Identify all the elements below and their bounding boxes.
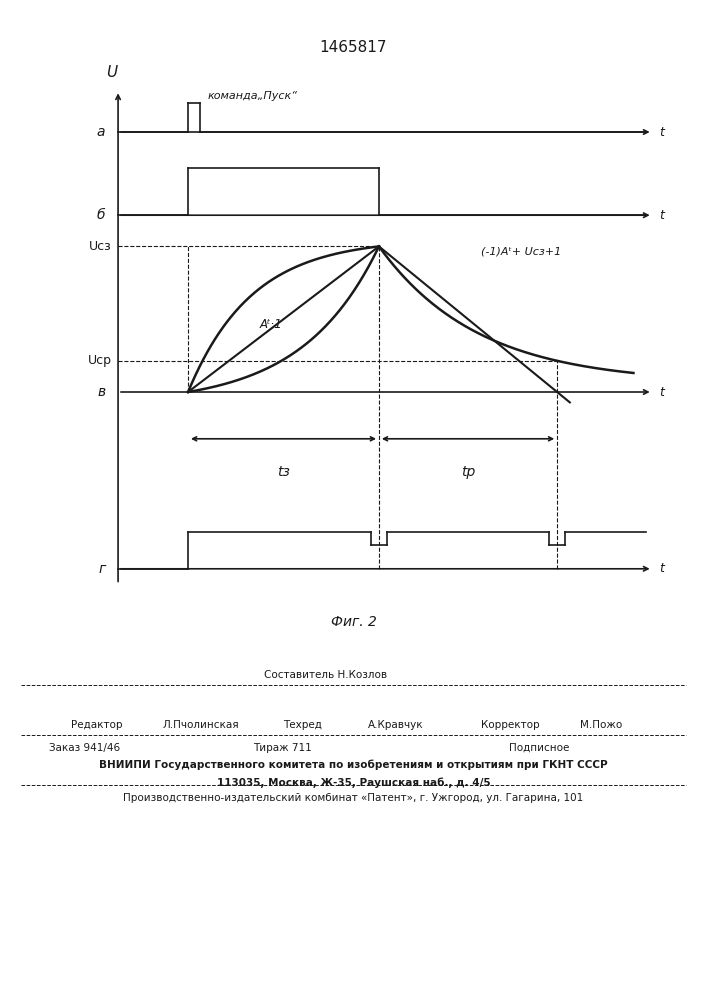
- Text: в: в: [98, 385, 105, 399]
- Text: а: а: [97, 125, 105, 139]
- Text: Заказ 941/46: Заказ 941/46: [49, 743, 121, 753]
- Text: Составитель Н.Козлов: Составитель Н.Козлов: [264, 670, 387, 680]
- Text: tз: tз: [277, 465, 290, 479]
- Text: Л.Пчолинская: Л.Пчолинская: [163, 720, 239, 730]
- Text: ВНИИПИ Государственного комитета по изобретениям и открытиям при ГКНТ СССР: ВНИИПИ Государственного комитета по изоб…: [99, 760, 608, 770]
- Text: t: t: [659, 209, 664, 222]
- Text: Aᵗ·1: Aᵗ·1: [259, 318, 282, 331]
- Text: Тираж 711: Тираж 711: [253, 743, 312, 753]
- Text: М.Пожо: М.Пожо: [580, 720, 622, 730]
- Text: Uсз: Uсз: [89, 240, 112, 253]
- Text: U: U: [106, 65, 117, 80]
- Text: Подписное: Подписное: [509, 743, 569, 753]
- Text: t: t: [659, 385, 664, 398]
- Text: t: t: [659, 562, 664, 575]
- Text: tр: tр: [461, 465, 475, 479]
- Text: Производственно-издательский комбинат «Патент», г. Ужгород, ул. Гагарина, 101: Производственно-издательский комбинат «П…: [124, 793, 583, 803]
- Text: 113035, Москва, Ж-35, Раушская наб., д. 4/5: 113035, Москва, Ж-35, Раушская наб., д. …: [216, 777, 491, 788]
- Text: Техред: Техред: [283, 720, 322, 730]
- Text: г: г: [98, 562, 105, 576]
- Text: (-1)Aᵗ+ Uсз+1: (-1)Aᵗ+ Uсз+1: [481, 247, 561, 257]
- Text: t: t: [659, 125, 664, 138]
- Text: Фиг. 2: Фиг. 2: [331, 615, 376, 629]
- Text: Редактор: Редактор: [71, 720, 122, 730]
- Text: б: б: [97, 208, 105, 222]
- Text: Корректор: Корректор: [481, 720, 539, 730]
- Text: 1465817: 1465817: [320, 40, 387, 55]
- Text: Uср: Uср: [88, 354, 112, 367]
- Text: команда„Пуск“: команда„Пуск“: [207, 91, 297, 101]
- Text: А.Кравчук: А.Кравчук: [368, 720, 423, 730]
